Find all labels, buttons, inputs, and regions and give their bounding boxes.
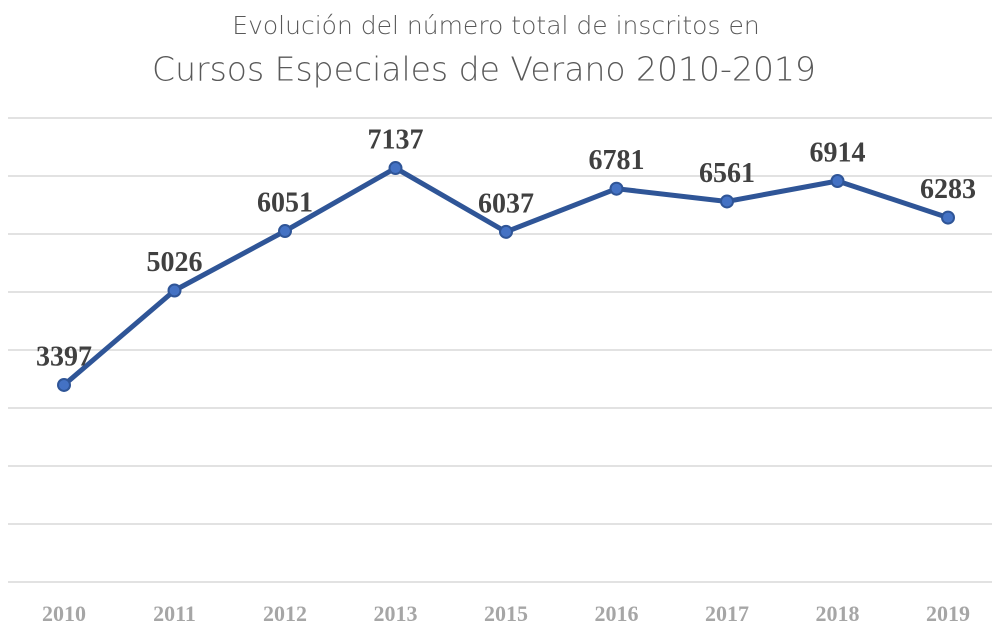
x-tick-label: 2018 [816,601,860,626]
x-tick-label: 2013 [374,601,418,626]
chart-title: Cursos Especiales de Verano 2010-2019 [152,50,816,89]
marker [609,181,624,196]
data-label: 6283 [920,174,976,205]
marker [720,194,734,209]
chart-title-line: Evolución del número total de inscritos … [232,11,759,40]
data-label: 6781 [589,145,645,176]
data-label: 3397 [36,341,92,372]
data-label: 6914 [810,137,866,168]
data-label: 6561 [699,158,755,189]
x-tick-label: 2017 [705,601,749,626]
x-tick-label: 2016 [595,601,639,626]
x-tick-label: 2015 [484,601,528,626]
x-tick-label: 2019 [926,601,970,626]
x-tick-label: 2012 [263,601,307,626]
x-tick-label: 2011 [153,601,196,626]
x-tick-label: 2010 [42,601,86,626]
marker [388,161,403,176]
marker [499,224,513,239]
data-label: 5026 [147,247,203,278]
marker [941,210,955,225]
marker [57,377,71,392]
data-label: 7137 [368,124,424,155]
marker [167,283,182,298]
data-label: 6037 [478,188,534,219]
marker [278,224,292,239]
marker [830,173,845,188]
data-label: 6051 [257,187,313,218]
